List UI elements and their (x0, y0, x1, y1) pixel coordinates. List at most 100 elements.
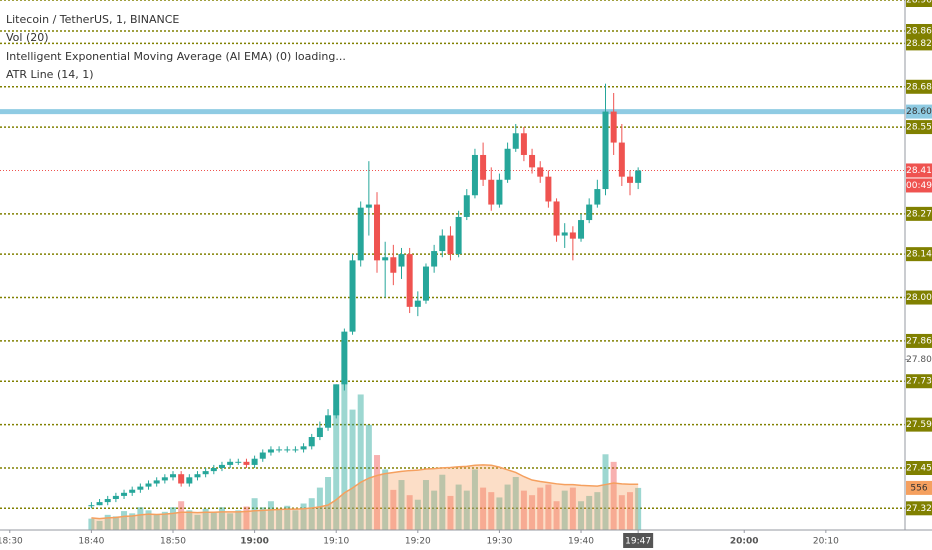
current-price-label: 28.41 (906, 166, 932, 176)
candle-body (186, 477, 193, 484)
candle-body (104, 499, 111, 503)
volume-bar (414, 499, 421, 530)
candle-body (153, 480, 160, 484)
level-label-box (906, 290, 932, 305)
candle-body (463, 195, 470, 217)
candle-body (259, 452, 266, 459)
candle-body (137, 486, 144, 490)
candle-body (561, 232, 568, 236)
level-label-box (906, 23, 932, 38)
volume-bar (276, 508, 283, 530)
volume-bar (333, 409, 340, 530)
x-tick-label: 19:30 (486, 537, 512, 547)
candle-body (365, 204, 372, 208)
x-tick-label: 20:00 (730, 537, 759, 547)
candle-body (488, 179, 495, 205)
candle-body (145, 483, 152, 487)
candle-body (512, 133, 519, 149)
volume-bar (88, 518, 95, 530)
candle-body (161, 477, 168, 481)
level-label: 28.14 (906, 250, 932, 260)
candle-body (267, 449, 274, 453)
volume-bar (121, 511, 128, 530)
level-label-box (906, 0, 932, 7)
x-tick-label: 18:40 (78, 537, 104, 547)
level-label-box (906, 501, 932, 516)
plot-area (0, 0, 905, 530)
level-label: 27.45 (906, 464, 932, 474)
volume-bar (259, 507, 266, 530)
countdown-box (906, 178, 932, 193)
level-label: 28.00 (906, 293, 932, 303)
candle-body (243, 461, 250, 465)
candle-body (284, 449, 291, 451)
volume-label: 556 (910, 483, 927, 493)
level-label: 28.96 (906, 0, 932, 6)
volume-bar (316, 487, 323, 530)
x-tick-label: 19:47 (625, 537, 651, 547)
candle-body (594, 189, 601, 205)
volume-bar (349, 409, 356, 530)
volume-bar (186, 510, 193, 530)
volume-bar (170, 507, 177, 530)
candle-body (537, 167, 544, 177)
level-label: 28.68 (906, 82, 932, 92)
volume-bar (545, 484, 552, 530)
candle-body (447, 235, 454, 255)
volume-bar (586, 495, 593, 530)
volume-bar (178, 501, 185, 530)
volume-bar (422, 480, 429, 530)
candle-body (316, 427, 323, 438)
volume-bar (194, 514, 201, 530)
highlight-label: 28.60 (906, 107, 932, 117)
volume-bar (161, 511, 168, 530)
candle-body (308, 437, 315, 447)
candle-body (390, 257, 397, 273)
level-label-box (906, 120, 932, 135)
candle-body (349, 260, 356, 332)
level-label-box (906, 333, 932, 348)
volume-bar (235, 510, 242, 530)
candle-body (227, 461, 234, 465)
level-label: 27.73 (906, 377, 932, 387)
candle-body (635, 170, 642, 183)
volume-bar (96, 520, 103, 530)
volume-bar (398, 480, 405, 530)
volume-bar (635, 487, 642, 530)
candle-body (112, 495, 119, 500)
candle-body (545, 176, 552, 202)
candle-body (471, 154, 478, 196)
candle-body (439, 235, 446, 252)
volume-bar (496, 497, 503, 530)
volume-bar (529, 495, 536, 530)
candle-body (496, 179, 503, 205)
candle-body (586, 204, 593, 221)
countdown-label: 00:49 (906, 181, 932, 191)
candle-body (194, 474, 201, 478)
candle-body (121, 492, 128, 496)
x-tick-box (623, 533, 654, 548)
volume-bar (455, 484, 462, 530)
candle-body (235, 461, 242, 463)
current-price-box (906, 163, 932, 178)
volume-bar (463, 490, 470, 530)
x-tick-label: 19:40 (568, 537, 594, 547)
volume-bar (137, 507, 144, 530)
volume-bar (537, 487, 544, 530)
candle-body (520, 133, 527, 155)
chart-title: Litecoin / TetherUS, 1, BINANCE (6, 13, 179, 26)
candle-body (398, 254, 405, 267)
volume-bar (406, 495, 413, 530)
volume-bar (471, 469, 478, 530)
volume-bar (553, 501, 560, 530)
volume-bar (308, 498, 315, 530)
candle-body (618, 142, 625, 177)
candle-body (553, 201, 560, 236)
level-label: 28.27 (906, 209, 932, 219)
x-tick-label: 19:10 (323, 537, 349, 547)
candle-body (292, 449, 299, 451)
volume-bar (210, 511, 217, 530)
candle-body (251, 458, 258, 465)
volume-bar (504, 484, 511, 530)
candle-body (218, 464, 225, 469)
